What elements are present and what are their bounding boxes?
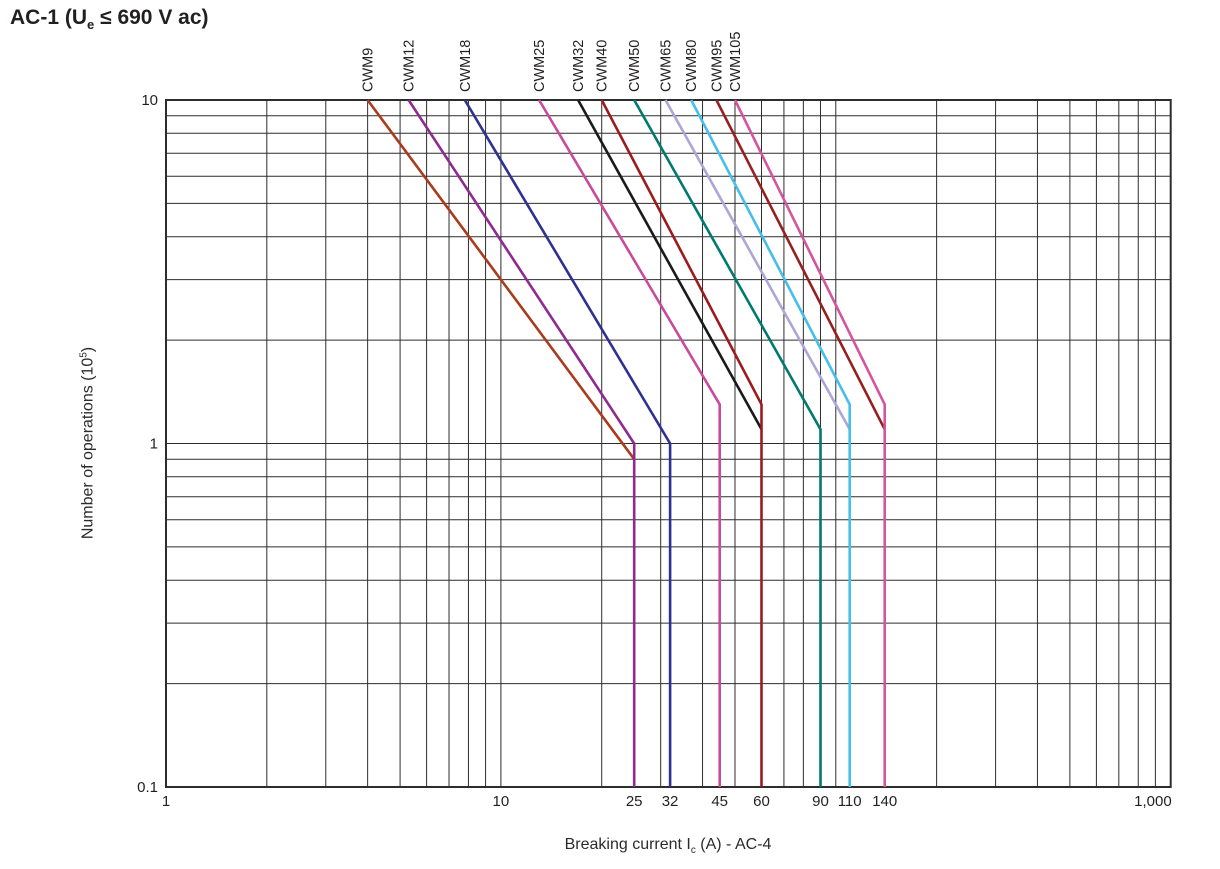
curve-cwm40	[600, 99, 763, 787]
series-label-cwm40: CWM40	[595, 40, 611, 92]
series-label-cwm18: CWM18	[458, 40, 474, 92]
y-axis-title-superscript: 5	[78, 352, 90, 358]
curve-cwm80	[690, 99, 852, 787]
y-tick-label-0.1: 0.1	[137, 779, 158, 796]
series-label-cwm12: CWM12	[402, 40, 418, 92]
series-label-cwm95: CWM95	[709, 40, 725, 92]
y-tick-label-10: 10	[141, 92, 158, 109]
curve-cwm9	[366, 99, 636, 460]
series-label-cwm32: CWM32	[571, 40, 587, 92]
x-axis-title-rest: (A) - AC-4	[695, 836, 772, 853]
curve-cwm32	[576, 99, 763, 430]
x-tick-label-1000: 1,000	[1134, 793, 1172, 810]
x-tick-label-90: 90	[812, 793, 829, 810]
x-tick-label-140: 140	[872, 793, 897, 810]
x-tick-label-32: 32	[662, 793, 679, 810]
plot-frame	[165, 99, 1172, 788]
series-label-cwm50: CWM50	[627, 40, 643, 92]
series-label-cwm80: CWM80	[684, 40, 700, 92]
x-tick-label-10: 10	[493, 793, 510, 810]
series-label-cwm25: CWM25	[532, 40, 548, 92]
chart-title-rest: ≤ 690 V ac)	[94, 6, 209, 29]
series-label-cwm9: CWM9	[361, 48, 377, 92]
series-label-cwm105: CWM105	[728, 32, 744, 92]
series-label-cwm65: CWM65	[659, 40, 675, 92]
curve-cwm105	[733, 99, 887, 787]
curve-cwm65	[664, 99, 851, 430]
chart-title-subscript: e	[87, 17, 95, 33]
curve-cwm50	[633, 99, 822, 787]
x-tick-label-110: 110	[838, 793, 862, 810]
x-tick-label-25: 25	[626, 793, 643, 810]
x-tick-label-60: 60	[753, 793, 770, 810]
chart-title-main: AC-1 (U	[10, 6, 87, 29]
curve-cwm12	[407, 99, 636, 787]
curve-cwm18	[463, 99, 672, 787]
y-axis-title-rest: )	[79, 346, 97, 353]
y-axis-title-main: Number of operations (10	[79, 357, 97, 540]
x-tick-label-45: 45	[711, 793, 728, 810]
x-tick-label-1: 1	[162, 793, 170, 810]
x-axis-title-subscript: c	[690, 845, 696, 857]
curve-cwm95	[715, 99, 886, 430]
curve-cwm25	[537, 99, 722, 787]
y-tick-label-1: 1	[150, 436, 158, 453]
x-axis-title: Breaking current Ic (A) - AC-4	[166, 836, 1170, 856]
chart-title: AC-1 (Ue ≤ 690 V ac)	[10, 6, 209, 32]
x-axis-title-main: Breaking current I	[564, 836, 691, 853]
y-axis-title: Number of operations (105)	[78, 347, 97, 539]
